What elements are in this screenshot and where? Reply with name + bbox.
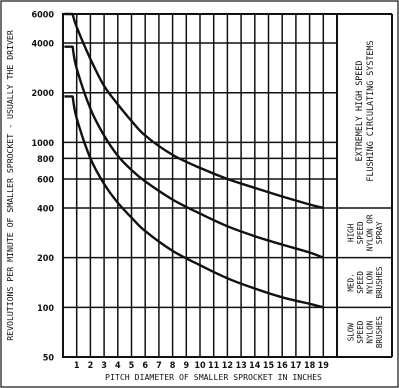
zone-label-line: EXTREMELY HIGH SPEED: [354, 61, 364, 162]
x-axis-label: PITCH DIAMETER OF SMALLER SPROCKET IN IN…: [105, 372, 322, 382]
x-tick-label: 2: [88, 361, 94, 371]
zone-label-line: SPEED: [356, 320, 365, 343]
y-tick-label: 1000: [31, 139, 54, 149]
speed-curve: [64, 95, 324, 309]
x-tick-label: 11: [208, 361, 220, 371]
y-tick-label: 4000: [31, 40, 54, 50]
speed-curves: [64, 12, 324, 309]
x-tick-label: 14: [249, 361, 261, 371]
x-tick-label: 8: [170, 361, 176, 371]
y-tick-label: 50: [43, 354, 55, 364]
x-tick-label: 18: [304, 361, 316, 371]
x-tick-label: 13: [235, 361, 246, 371]
zone-label-line: SLOW: [346, 323, 355, 342]
zone-label-group: MED. SPEED NYLON BRUSHES: [346, 266, 384, 298]
plot-frame: [62, 13, 338, 358]
zone-label-line: HIGH: [346, 223, 355, 242]
y-tick-label: 400: [37, 205, 54, 215]
zone-label-line: MED.: [346, 273, 355, 291]
x-tick-label: 19: [318, 361, 330, 371]
x-tick-label: 12: [222, 361, 233, 371]
zone-label-line: NYLON OR: [365, 214, 374, 251]
x-tick-label: 1: [74, 361, 80, 371]
x-tick-label: 10: [194, 361, 206, 371]
speed-zones: EXTREMELY HIGH SPEED FLUSHING CIRCULATING…: [337, 13, 393, 358]
zone-label-group: HIGH SPEED NYLON OR SPRAY: [346, 214, 384, 251]
x-tick-label: 15: [263, 361, 275, 371]
zone-label-line: NYLON: [365, 320, 374, 343]
x-tick-label: 16: [277, 361, 289, 371]
x-tick-label: 7: [156, 361, 162, 371]
zone-label-line: BRUSHES: [375, 266, 384, 298]
zone-label-group: SLOW SPEED NYLON BRUSHES: [346, 316, 384, 348]
zone-label-line: NYLON: [365, 271, 374, 294]
x-tick-label: 9: [183, 361, 189, 371]
x-tick-label: 5: [129, 361, 135, 371]
zone-label-line: FLUSHING CIRCULATING SYSTEMS: [365, 40, 375, 181]
zone-label-line: SPEED: [356, 271, 365, 294]
x-tick-label: 17: [290, 361, 301, 371]
y-tick-label: 800: [37, 155, 54, 165]
y-tick-label: 200: [37, 254, 54, 264]
x-tick-label: 4: [115, 361, 121, 371]
x-tick-labels: 1 2 3 4 5 6 7 8 9 10 11 12 13 14 15 16 17 18 19: [74, 361, 329, 371]
y-tick-label: 2000: [31, 89, 54, 99]
y-tick-labels: 6000 4000 2000 1000 800 600 400 200 100 50: [31, 11, 54, 364]
speed-curve: [64, 45, 324, 259]
y-tick-label: 600: [37, 175, 54, 185]
y-tick-label: 6000: [31, 11, 54, 21]
zone-label-line: SPRAY: [375, 221, 384, 244]
zone-label-line: SPEED: [356, 221, 365, 244]
zone-label-line: BRUSHES: [375, 316, 384, 348]
vertical-gridlines: [75, 14, 325, 357]
x-tick-label: 3: [101, 361, 107, 371]
speed-curve: [64, 12, 324, 210]
y-axis-label: REVOLUTIONS PER MINUTE OF SMALLER SPROCK…: [5, 30, 15, 341]
y-tick-label: 100: [37, 304, 54, 314]
zone-label-group: EXTREMELY HIGH SPEED FLUSHING CIRCULATING…: [354, 40, 375, 181]
x-tick-label: 6: [142, 361, 148, 371]
